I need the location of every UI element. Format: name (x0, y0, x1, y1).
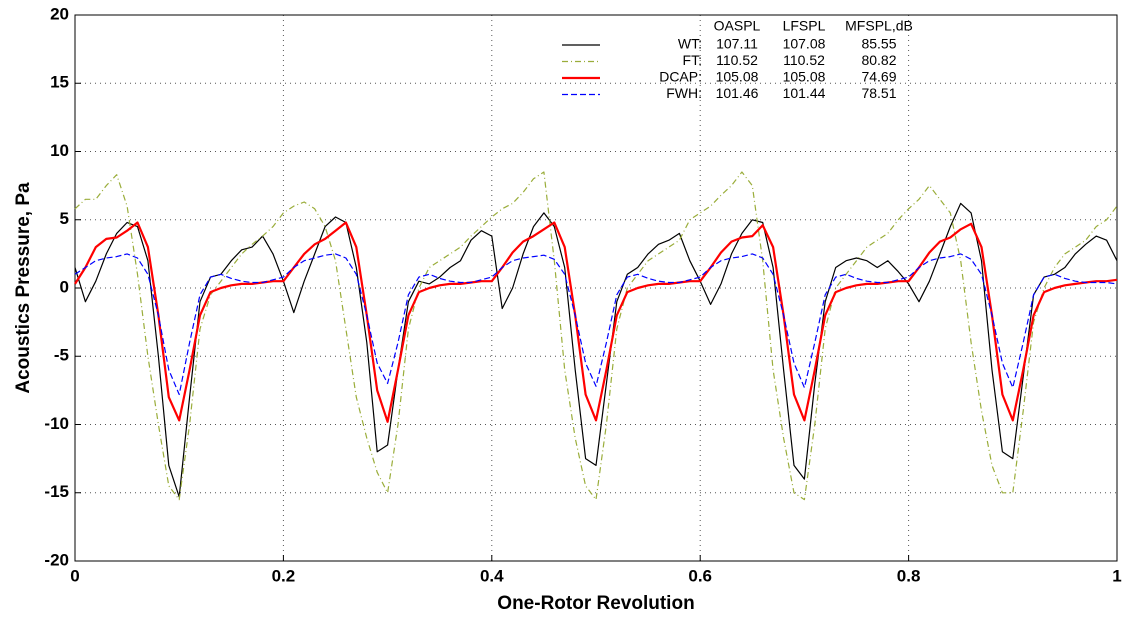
y-tick-label: -20 (44, 550, 69, 569)
series-line (74, 202, 1118, 498)
x-axis-title: One-Rotor Revolution (497, 593, 694, 614)
legend-value: 101.46 (716, 85, 759, 101)
legend-label: FT: (683, 52, 702, 68)
legend-value: 107.08 (783, 36, 826, 52)
legend-value: 105.08 (716, 69, 759, 85)
y-tick-label: -5 (54, 346, 69, 365)
y-tick-label: 5 (60, 209, 69, 228)
y-tick-label: 15 (50, 73, 69, 92)
legend-label: FWH: (666, 85, 702, 101)
series-line (74, 221, 1118, 423)
legend-label: WT: (678, 36, 702, 52)
y-tick-label: -10 (44, 414, 69, 433)
x-tick-label: 1 (1112, 566, 1121, 585)
legend-value: 110.52 (783, 52, 825, 68)
x-tick-label: 0 (70, 566, 79, 585)
y-tick-label: 20 (50, 4, 69, 23)
legend-value: 80.82 (861, 52, 896, 68)
legend-value: 78.51 (861, 85, 896, 101)
legend-value: 101.44 (783, 85, 826, 101)
x-tick-label: 0.2 (272, 566, 296, 585)
x-tick-label: 0.8 (897, 566, 921, 585)
series-line (74, 253, 1118, 396)
y-tick-label: -15 (44, 482, 69, 501)
legend-value: 110.52 (716, 52, 758, 68)
legend-value: 74.69 (861, 69, 896, 85)
y-axis-title: Acoustics Pressure, Pa (13, 182, 34, 394)
legend-label: DCAP: (659, 69, 702, 85)
x-tick-label: 0.6 (688, 566, 712, 585)
x-tick-label: 0.4 (480, 566, 504, 585)
legend-column-header: LFSPL (783, 18, 826, 34)
plot-frame (74, 14, 1118, 562)
legend-value: 105.08 (783, 69, 826, 85)
legend-value: 85.55 (861, 36, 896, 52)
legend-column-header: OASPL (714, 18, 761, 34)
series-line (74, 171, 1118, 501)
legend-value: 107.11 (716, 36, 758, 52)
y-tick-label: 0 (60, 277, 69, 296)
y-tick-label: 10 (50, 141, 69, 160)
legend-column-header: MFSPL,dB (845, 18, 913, 34)
